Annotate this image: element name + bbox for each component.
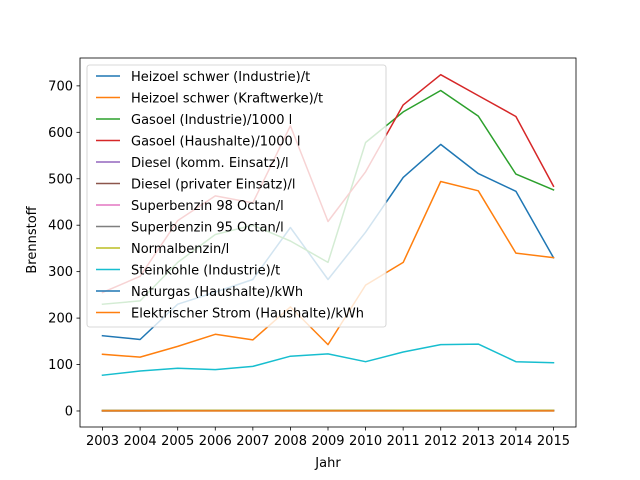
axes: 2003 2004 2005 2006 2007 2008 2009 2010 2011 2012… [48, 57, 577, 449]
legend-label: Diesel (komm. Einsatz)/l [131, 156, 289, 171]
legend: Heizoel schwer (Industrie)/t Heizoel schw… [86, 64, 387, 328]
y-tick-label: 400 [48, 219, 73, 234]
y-axis-label: Brennstoff [25, 205, 40, 273]
x-tick-label: 2012 [424, 434, 457, 449]
legend-label: Gasoel (Haushalte)/1000 l [131, 135, 301, 150]
legend-label: Steinkohle (Industrie)/t [131, 264, 280, 279]
legend-label: Normalbenzin/l [131, 242, 229, 257]
x-tick-label: 2004 [124, 434, 157, 449]
y-tick-label: 100 [48, 358, 73, 373]
legend-label: Elektrischer Strom (Haushalte)/kWh [131, 307, 364, 322]
legend-label: Gasoel (Industrie)/1000 l [131, 113, 292, 128]
legend-label: Naturgas (Haushalte)/kWh [131, 285, 303, 300]
legend-label: Superbenzin 95 Octan/l [131, 221, 284, 236]
x-tick-label: 2006 [199, 434, 232, 449]
x-tick-label: 2014 [499, 434, 532, 449]
y-tick-label: 700 [48, 79, 73, 94]
x-tick-label: 2011 [387, 434, 420, 449]
x-axis-label: Jahr [314, 456, 341, 471]
series-line-2 [101, 180, 555, 358]
x-tick-label: 2013 [462, 434, 495, 449]
legend-label: Superbenzin 98 Octan/l [131, 199, 284, 214]
legend-label: Diesel (privater Einsatz)/l [131, 178, 295, 193]
y-tick-label: 600 [48, 126, 73, 141]
y-tick-label: 200 [48, 312, 73, 327]
x-tick-label: 2010 [349, 434, 382, 449]
x-tick-label: 2015 [537, 434, 570, 449]
legend-label: Heizoel schwer (Kraftwerke)/t [131, 92, 323, 107]
x-tick-label: 2009 [311, 434, 344, 449]
legend-box [86, 64, 387, 328]
y-tick-label: 500 [48, 172, 73, 187]
y-tick-label: 300 [48, 265, 73, 280]
x-tick-label: 2007 [236, 434, 269, 449]
y-tick-label: 0 [65, 404, 73, 419]
legend-label: Heizoel schwer (Industrie)/t [131, 70, 310, 85]
x-tick-label: 2005 [161, 434, 194, 449]
x-tick-label: 2008 [274, 434, 307, 449]
series-line-10 [101, 343, 555, 377]
x-tick-label: 2003 [86, 434, 119, 449]
